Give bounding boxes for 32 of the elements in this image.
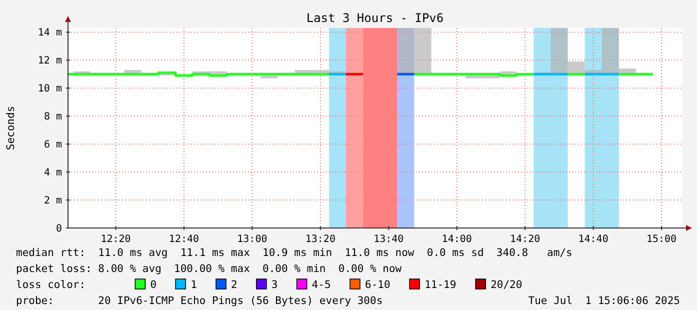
x-tick-label: 13:40 <box>374 234 404 245</box>
legend-label: 0 <box>150 279 157 291</box>
legend-label: 4-5 <box>312 279 331 291</box>
text: packet loss: 8.00 % avg 100.00 % max 0.00 % min 0.00 % now <box>16 263 402 275</box>
y-tick-label: 6 m <box>44 140 62 151</box>
y-tick-label: 14 m <box>38 28 62 39</box>
y-tick-label: 10 m <box>38 84 62 95</box>
x-tick-label: 14:40 <box>578 234 608 245</box>
legend-title: loss color: <box>16 279 86 291</box>
text: probe: 20 IPv6-ICMP Echo Pings (56 Bytes) every 300s <box>16 295 383 307</box>
legend-label: 2 <box>231 279 238 291</box>
legend-label: 20/20 <box>490 279 522 291</box>
y-tick-label: 4 m <box>44 168 62 179</box>
y-tick-label: 0 <box>56 224 62 234</box>
x-tick-label: 13:00 <box>237 234 268 245</box>
text: median rtt: 11.0 ms avg 11.1 ms max 10.9 ms min 11.0 ms now 0.0 ms sd 340.8 am/s <box>16 247 572 259</box>
x-tick-label: 15:00 <box>646 234 677 245</box>
x-tick-label: 13:20 <box>305 234 336 245</box>
legend-label: 3 <box>271 279 278 291</box>
x-tick-label: 14:20 <box>510 234 540 245</box>
y-tick-label: 8 m <box>44 112 62 123</box>
y-axis-title: Seconds <box>5 106 17 150</box>
legend-label: 6-10 <box>365 279 390 291</box>
y-tick-label: 12 m <box>38 56 62 67</box>
legend-label: 1 <box>190 279 197 291</box>
chart-title: Last 3 Hours - IPv6 <box>306 11 444 25</box>
x-tick-label: 12:20 <box>100 234 131 245</box>
legend-label: 11-19 <box>424 279 456 291</box>
x-tick-label: 14:00 <box>442 234 472 245</box>
y-tick-label: 2 m <box>44 196 62 207</box>
x-tick-label: 12:40 <box>168 234 200 245</box>
text: Tue Jul 1 15:06:06 2025 <box>528 295 680 307</box>
